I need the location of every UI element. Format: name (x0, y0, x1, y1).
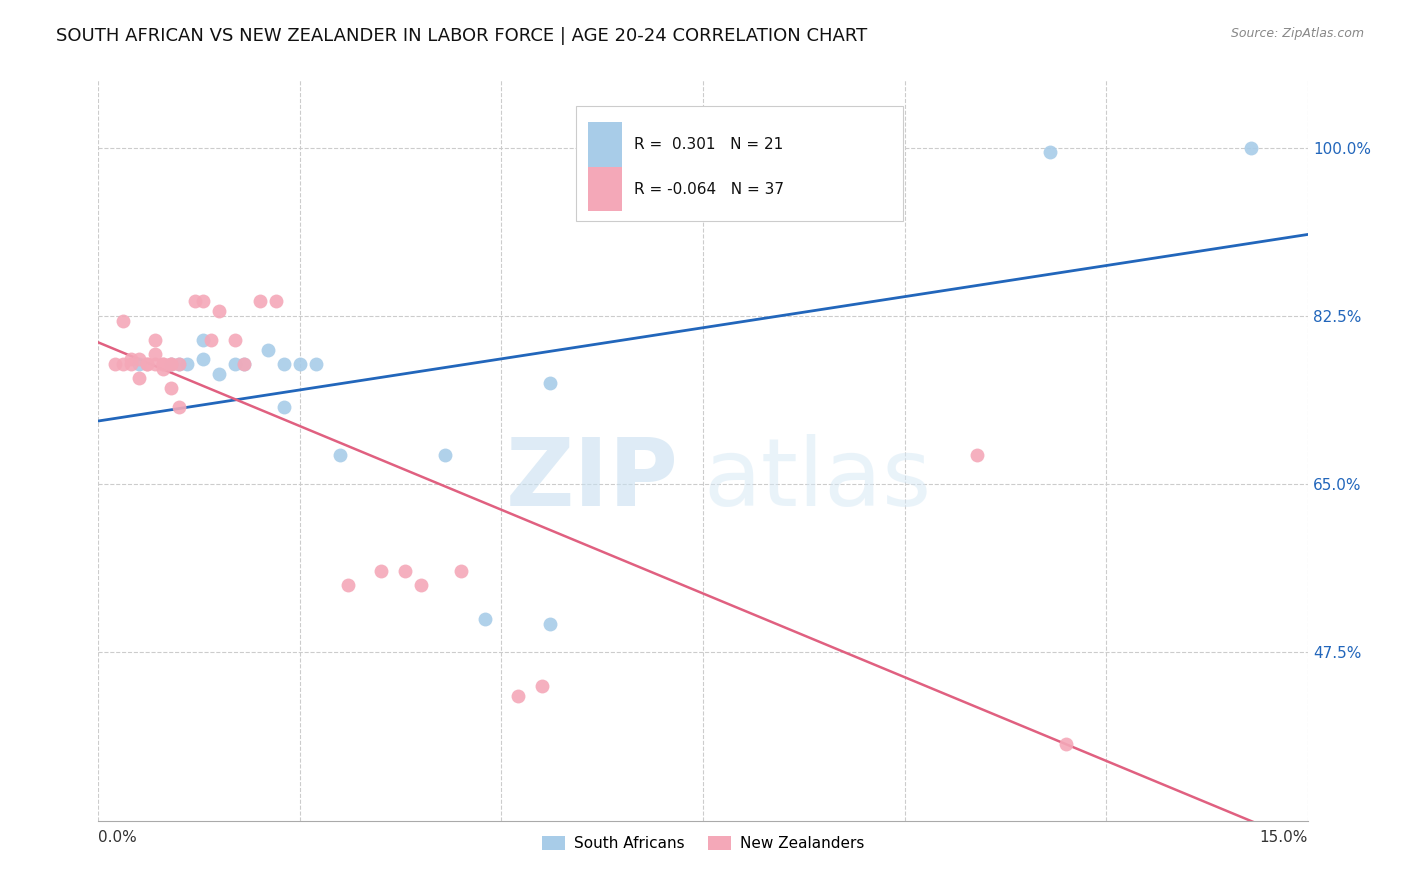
Point (264, 294, 287, 309)
Point (450, 564, 472, 578)
Text: 15.0%: 15.0% (1260, 830, 1308, 846)
Point (128, 352, 150, 367)
Text: SOUTH AFRICAN VS NEW ZEALANDER IN LABOR FORCE | AGE 20-24 CORRELATION CHART: SOUTH AFRICAN VS NEW ZEALANDER IN LABOR … (56, 27, 868, 45)
Point (143, 333, 166, 347)
Point (143, 357, 166, 371)
Point (193, 352, 215, 367)
Point (111, 313, 134, 327)
Point (224, 333, 246, 347)
Point (474, 612, 496, 626)
Text: atlas: atlas (703, 434, 931, 526)
Point (193, 294, 215, 309)
Point (370, 564, 392, 578)
Point (160, 357, 183, 371)
Point (273, 357, 295, 371)
Point (394, 564, 416, 578)
Point (434, 448, 457, 462)
Point (184, 294, 207, 309)
Point (167, 400, 190, 414)
Text: 0.0%: 0.0% (98, 830, 138, 846)
Point (160, 357, 183, 371)
Point (256, 343, 278, 357)
Point (128, 357, 150, 371)
Point (152, 357, 174, 371)
Point (409, 578, 432, 592)
Point (152, 357, 174, 371)
Point (176, 357, 198, 371)
Point (208, 304, 231, 318)
Point (152, 361, 174, 376)
Point (135, 357, 157, 371)
Point (232, 357, 254, 371)
Point (1240, 140, 1263, 154)
Point (143, 347, 166, 361)
Point (200, 333, 222, 347)
Bar (588, 167, 621, 211)
Point (506, 689, 529, 703)
Text: ZIP: ZIP (506, 434, 679, 526)
Bar (576, 106, 903, 221)
Point (273, 400, 295, 414)
Point (167, 357, 190, 371)
Point (111, 357, 134, 371)
Point (1054, 737, 1077, 751)
Point (103, 357, 125, 371)
Point (193, 333, 215, 347)
Legend: South Africans, New Zealanders: South Africans, New Zealanders (536, 830, 870, 857)
Point (538, 616, 561, 631)
Point (128, 371, 150, 385)
Point (208, 367, 231, 381)
Point (1039, 145, 1062, 160)
Point (288, 357, 311, 371)
Point (160, 381, 183, 395)
Text: Source: ZipAtlas.com: Source: ZipAtlas.com (1230, 27, 1364, 40)
Point (224, 357, 246, 371)
Point (167, 357, 190, 371)
Text: R =  0.301   N = 21: R = 0.301 N = 21 (634, 137, 783, 153)
Point (120, 352, 142, 367)
Bar (588, 122, 621, 167)
Point (249, 294, 271, 309)
Point (530, 679, 553, 693)
Point (329, 448, 352, 462)
Point (538, 376, 561, 391)
Point (120, 357, 142, 371)
Point (337, 578, 360, 592)
Point (135, 357, 157, 371)
Point (160, 357, 183, 371)
Text: R = -0.064   N = 37: R = -0.064 N = 37 (634, 182, 785, 196)
Point (232, 357, 254, 371)
Point (966, 448, 988, 462)
Point (305, 357, 328, 371)
